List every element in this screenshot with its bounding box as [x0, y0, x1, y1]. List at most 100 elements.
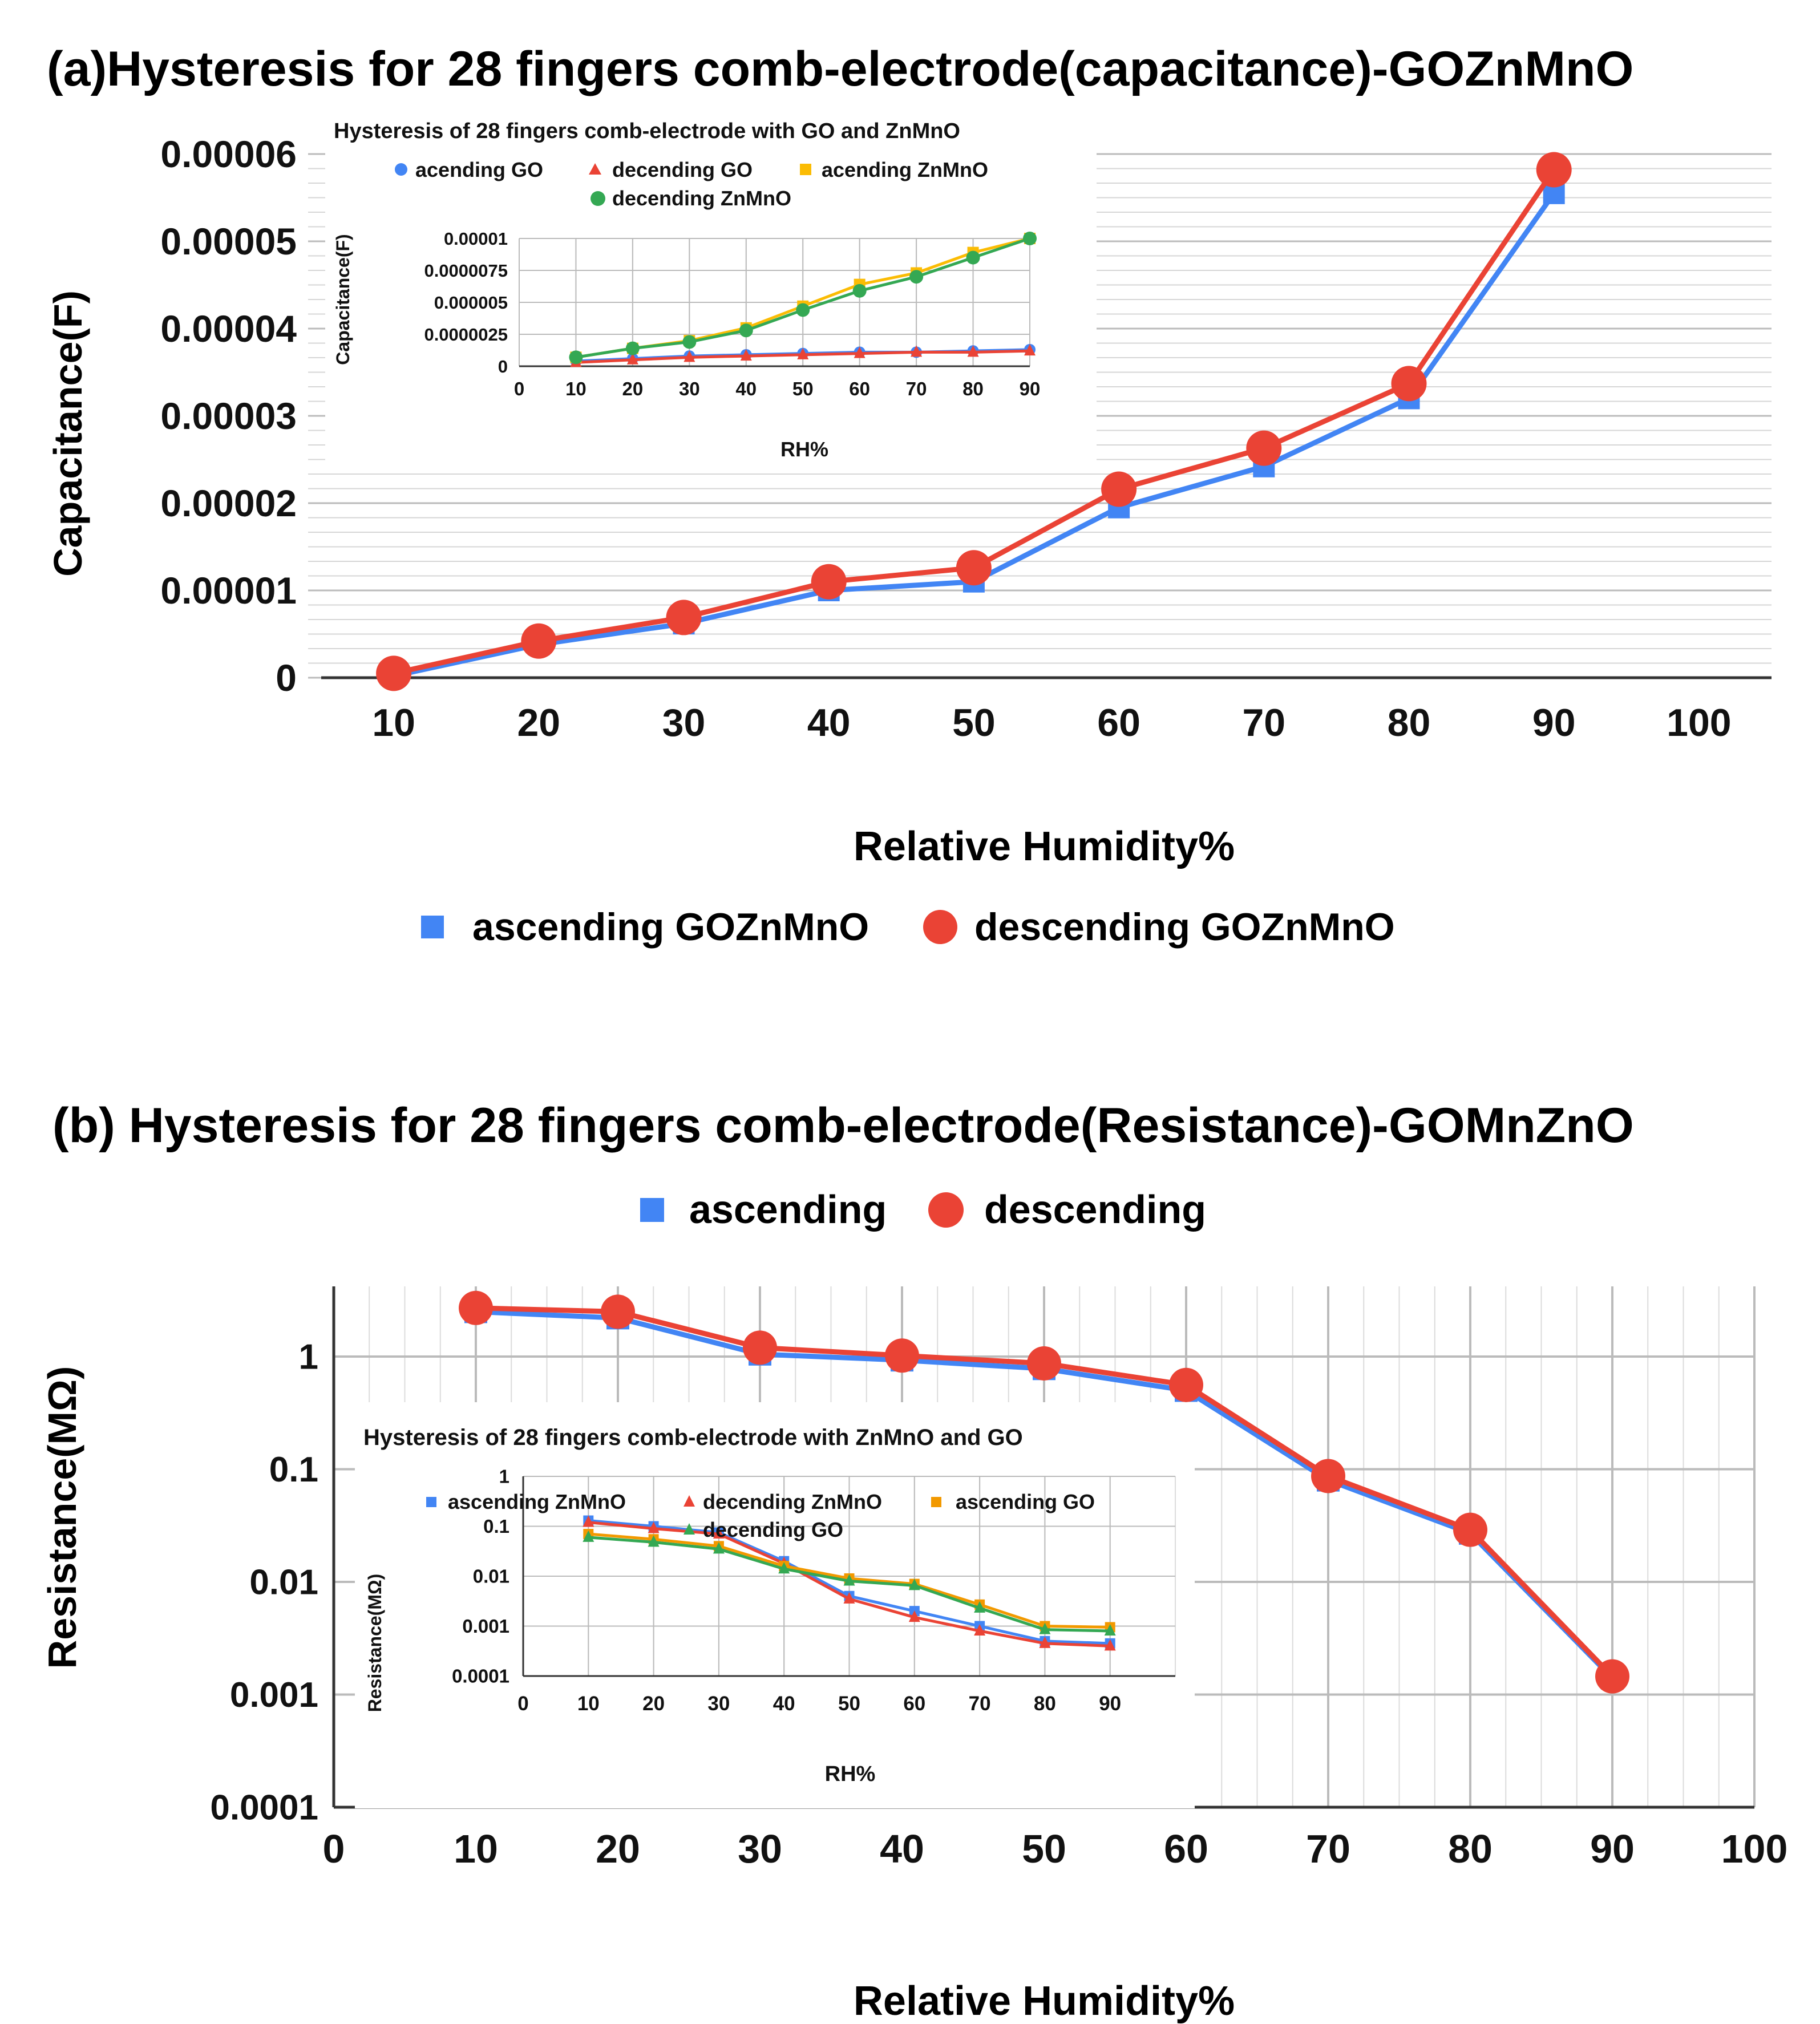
data-point-3-1	[648, 1535, 660, 1547]
data-point-3-4	[796, 303, 810, 317]
y-tick-label: 0.00002	[160, 482, 297, 524]
inset-b-y-ticks: 0.0001 0.001 0.01 0.1 1	[452, 1466, 509, 1687]
y-tick-label: 0	[498, 357, 508, 377]
x-tick-label: 20	[517, 701, 560, 744]
data-point-1-0	[459, 1290, 493, 1325]
y-tick-label: 0.00001	[444, 229, 508, 249]
data-point-3-5	[852, 284, 867, 298]
y-tick-label: 0.000005	[434, 293, 508, 313]
y-tick-label: 0.00003	[160, 395, 297, 437]
inset-a-legend-marker-1	[589, 163, 601, 175]
chart-a-y-ticks: 0 0.00001 0.00002 0.00003 0.00004 0.00005 0.00…	[160, 133, 297, 699]
x-tick-label: 60	[1097, 701, 1140, 744]
y-tick-label: 0.00005	[160, 220, 297, 262]
x-tick-label: 60	[849, 378, 870, 399]
inset-a-y-axis-label: Capacitance(F)	[333, 234, 353, 365]
data-point-3-3	[739, 323, 753, 338]
inset-a-y-ticks: 0 0.0000025 0.000005 0.0000075 0.00001	[424, 229, 508, 377]
y-tick-label: 0.001	[462, 1616, 509, 1637]
x-tick-label: 10	[454, 1827, 498, 1871]
chart-a-y-axis-label: Capacitance(F)	[46, 290, 90, 577]
legend-ascending-marker	[421, 916, 444, 938]
legend-b-ascending-marker	[640, 1198, 664, 1222]
x-tick-label: 10	[577, 1693, 600, 1715]
data-point-1-8	[1024, 344, 1036, 356]
inset-a-legend-marker-3	[591, 191, 605, 206]
chart-a-x-ticks: 10 20 30 40 50 60 70 80 90 100	[372, 701, 1731, 744]
inset-b-legend-label-3: decending GO	[703, 1518, 843, 1541]
x-tick-label: 70	[1306, 1827, 1350, 1871]
data-point-1-4	[1027, 1346, 1061, 1381]
inset-a-x-axis-label: RH%	[780, 438, 828, 461]
y-tick-label: 0.001	[230, 1675, 318, 1715]
x-tick-label: 80	[1034, 1693, 1056, 1715]
x-tick-label: 40	[773, 1693, 795, 1715]
inset-a-background	[325, 113, 1097, 462]
data-point-1-0	[376, 655, 412, 691]
x-tick-label: 30	[707, 1693, 730, 1715]
x-tick-label: 40	[735, 378, 757, 399]
y-tick-label: 0.01	[249, 1563, 318, 1602]
data-point-1-2	[743, 1330, 777, 1365]
chart-b-inset: Hysteresis of 28 fingers comb-electrode …	[355, 1402, 1195, 1808]
inset-a-title: Hysteresis of 28 fingers comb-electrode …	[334, 119, 960, 143]
y-tick-label: 1	[299, 1338, 318, 1377]
data-point-1-7	[1453, 1512, 1487, 1547]
data-point-1-5	[908, 1610, 920, 1622]
data-point-3-8	[1023, 232, 1037, 245]
x-tick-label: 90	[1020, 378, 1041, 399]
data-point-1-6	[1246, 430, 1282, 466]
inset-b-y-axis-label: Resistance(MΩ)	[365, 1574, 385, 1713]
data-point-3-2	[682, 335, 697, 349]
inset-a-legend-label-1: decending GO	[612, 158, 753, 181]
data-point-1-8	[1104, 1639, 1116, 1651]
x-tick-label: 0	[514, 378, 524, 399]
data-point-3-6	[909, 270, 924, 284]
inset-a-legend-marker-2	[800, 164, 811, 175]
chart-a-title: (a)Hysteresis for 28 fingers comb-electr…	[47, 42, 1633, 96]
y-tick-label: 1	[499, 1466, 509, 1487]
x-tick-label: 30	[662, 701, 706, 744]
inset-a-legend-label-2: acending ZnMnO	[822, 158, 988, 181]
inset-a-series	[569, 232, 1037, 367]
x-tick-label: 90	[1099, 1693, 1121, 1715]
x-tick-label: 70	[906, 378, 927, 399]
inset-b-legend-label-1: decending ZnMnO	[703, 1490, 882, 1513]
inset-b-legend-marker-1	[683, 1495, 695, 1507]
data-point-1-1	[521, 623, 557, 659]
x-tick-label: 0	[323, 1827, 345, 1871]
x-tick-label: 60	[1164, 1827, 1208, 1871]
chart-a-series	[376, 152, 1572, 691]
data-point-3-0	[569, 350, 583, 365]
legend-descending-marker	[923, 910, 957, 944]
inset-b-series	[583, 1515, 1116, 1651]
inset-b-legend-label-2: ascending GO	[956, 1490, 1095, 1513]
legend-descending-label: descending GOZnMnO	[974, 905, 1395, 949]
x-tick-label: 10	[372, 701, 415, 744]
data-point-3-8	[1104, 1624, 1116, 1636]
data-point-3-4	[843, 1574, 855, 1586]
data-point-1-5	[1169, 1367, 1203, 1402]
chart-b-y-axis-label: Resistance(MΩ)	[40, 1366, 84, 1669]
chart-b-x-ticks: 0 10 20 30 40 50 60 70 80 90 100	[323, 1827, 1788, 1871]
data-point-3-2	[713, 1542, 725, 1554]
chart-b-legend: ascending descending	[640, 1187, 1206, 1232]
data-point-1-1	[648, 1521, 660, 1533]
x-tick-label: 90	[1532, 701, 1576, 744]
data-point-3-1	[625, 341, 640, 355]
inset-b-legend-label-0: ascending ZnMnO	[448, 1490, 626, 1513]
x-tick-label: 20	[596, 1827, 640, 1871]
data-point-1-6	[1311, 1459, 1345, 1493]
y-tick-label: 0.0001	[452, 1666, 509, 1687]
x-tick-label: 0	[517, 1693, 528, 1715]
x-tick-label: 20	[642, 1693, 665, 1715]
chart-a-x-axis-label: Relative Humidity%	[854, 824, 1235, 869]
data-point-1-5	[854, 346, 865, 358]
data-point-1-7	[1391, 366, 1427, 402]
data-point-1-7	[1039, 1636, 1051, 1648]
data-point-1-1	[601, 1294, 635, 1329]
x-tick-label: 20	[622, 378, 644, 399]
x-tick-label: 30	[679, 378, 700, 399]
x-tick-label: 100	[1721, 1827, 1788, 1871]
